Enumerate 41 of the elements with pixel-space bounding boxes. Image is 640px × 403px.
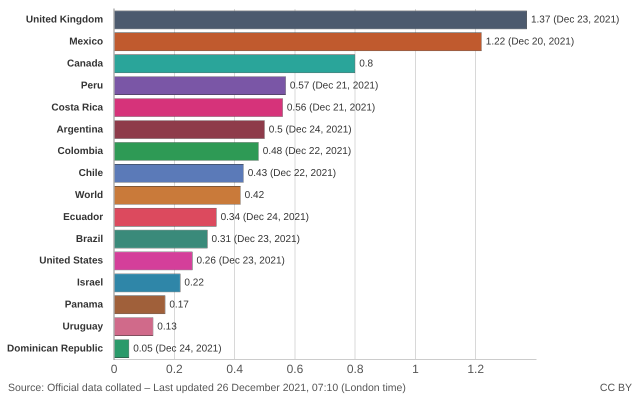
data-label: 0.31 (Dec 23, 2021)	[212, 234, 300, 245]
x-tick-label: 0.2	[166, 362, 184, 376]
x-tick-label: 0.8	[346, 362, 364, 376]
data-label: 0.22	[184, 278, 204, 289]
y-tick-label: Uruguay	[62, 321, 104, 332]
data-label: 0.17	[169, 300, 190, 311]
y-tick-label: United States	[39, 256, 104, 267]
source-note: Source: Official data collated – Last updated 26 December 2021, 07:10 (London time)	[8, 382, 406, 394]
y-tick-label: United Kingdom	[26, 14, 104, 26]
x-tick-label: 1	[412, 362, 420, 376]
x-tick-label: 1.2	[467, 362, 484, 376]
data-label: 0.42	[244, 190, 265, 202]
data-label: 0.13	[157, 321, 178, 332]
data-label: 0.48 (Dec 22, 2021)	[262, 146, 352, 158]
x-tick-label: 0.6	[286, 362, 304, 376]
data-label: 0.26 (Dec 23, 2021)	[196, 256, 285, 267]
data-label: 0.5 (Dec 24, 2021)	[268, 124, 352, 136]
y-tick-label: Dominican Republic	[7, 343, 104, 354]
y-tick-label: Argentina	[56, 124, 104, 136]
y-tick-label: Chile	[78, 168, 104, 180]
x-tick-label: 0	[110, 362, 118, 376]
y-tick-label: Mexico	[69, 36, 104, 48]
y-tick-label: Costa Rica	[51, 102, 104, 114]
data-label: 1.22 (Dec 20, 2021)	[486, 36, 574, 48]
data-label: 0.34 (Dec 24, 2021)	[220, 212, 309, 223]
y-tick-label: Colombia	[58, 146, 104, 158]
data-label: 1.37 (Dec 23, 2021)	[530, 14, 620, 26]
text: CC BY	[600, 382, 632, 394]
y-tick-label: Canada	[67, 58, 104, 70]
y-tick-label: Peru	[80, 80, 104, 92]
data-label: 0.57 (Dec 21, 2021)	[290, 80, 378, 92]
data-label: 0.8	[359, 58, 374, 70]
y-tick-label: Panama	[64, 300, 104, 311]
data-label: 0.56 (Dec 21, 2021)	[286, 102, 376, 114]
x-tick-label: 0.4	[226, 362, 244, 376]
y-tick-label: Ecuador	[63, 212, 104, 223]
y-tick-label: Israel	[76, 278, 104, 289]
y-tick-label: Brazil	[76, 234, 104, 245]
y-tick-label: World	[74, 190, 104, 202]
data-label: 0.05 (Dec 24, 2021)	[133, 343, 222, 354]
data-label: 0.43 (Dec 22, 2021)	[248, 168, 336, 180]
